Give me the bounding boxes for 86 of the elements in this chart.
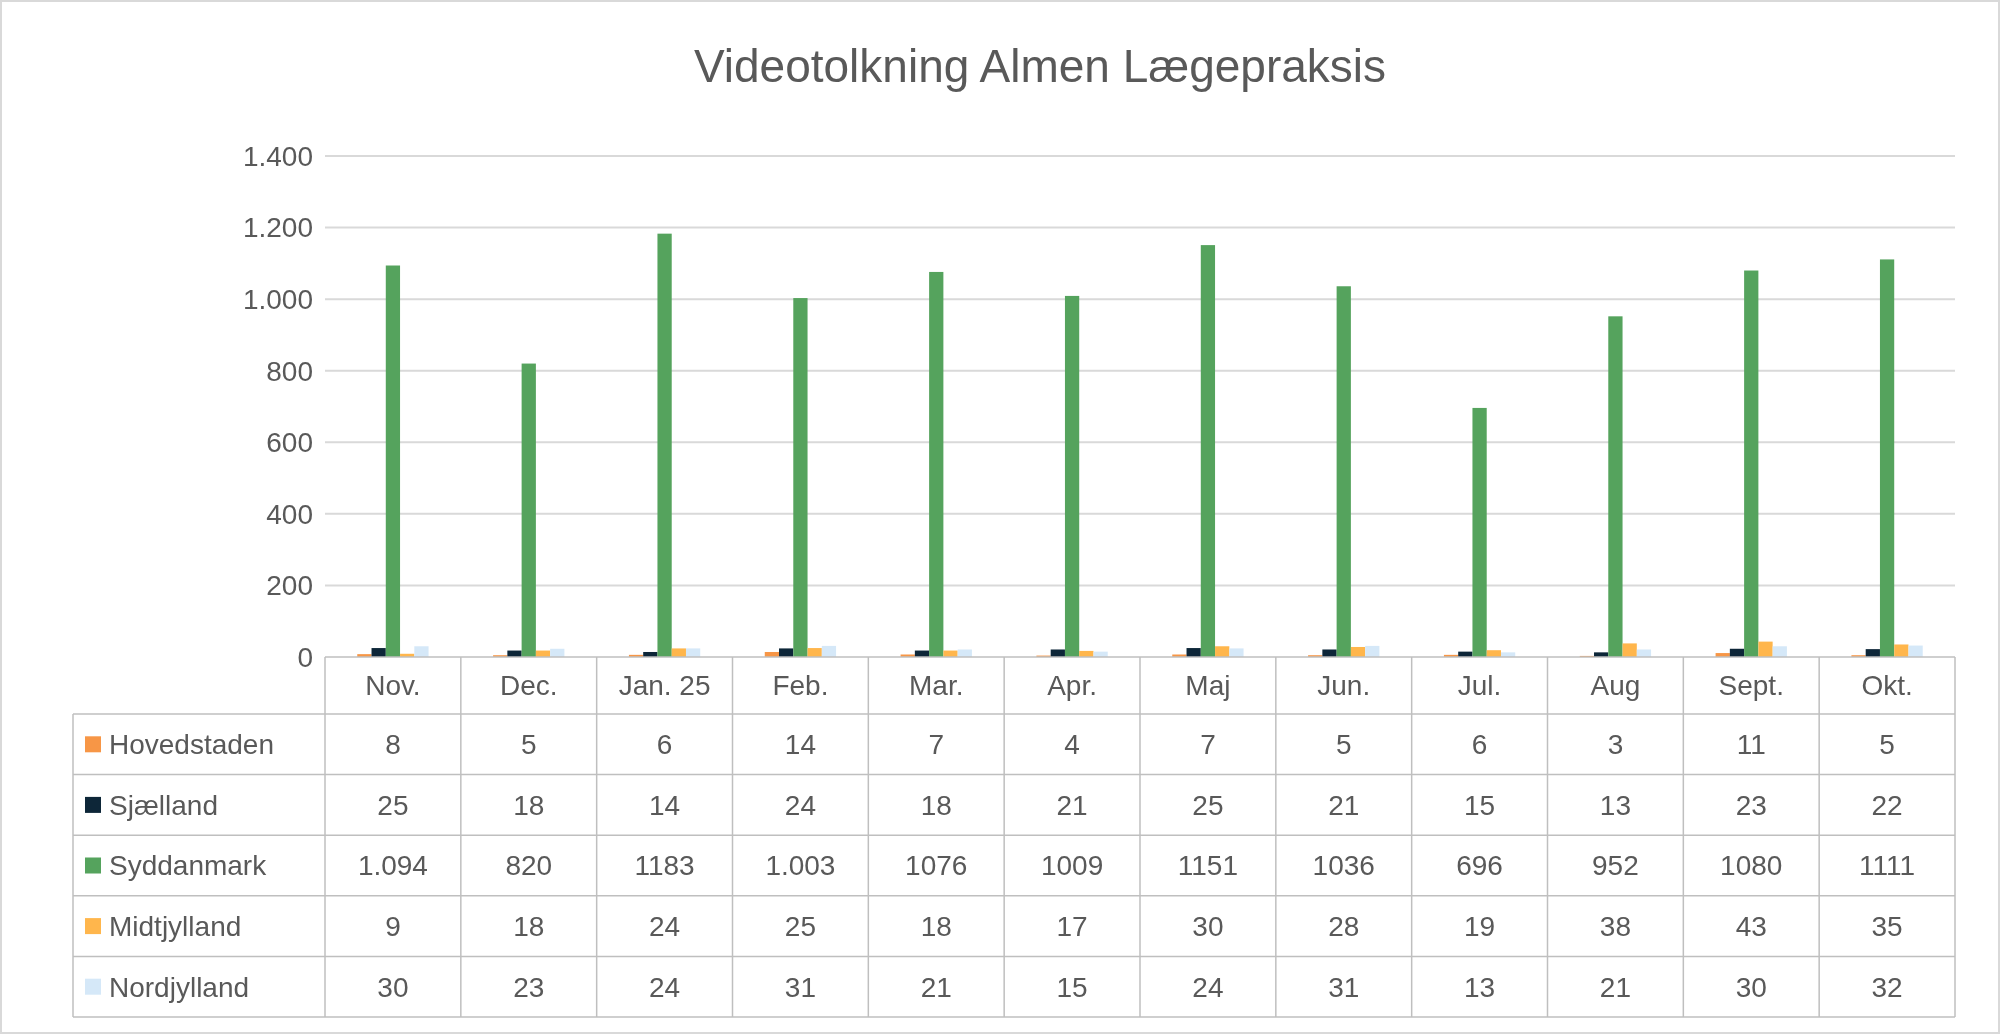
data-label: 1111 [1859, 850, 1916, 882]
y-tick-label: 200 [266, 570, 313, 602]
data-label: 15 [1464, 789, 1496, 821]
data-label: 21 [1328, 789, 1360, 821]
data-label: 18 [920, 789, 952, 821]
data-label: 1036 [1312, 850, 1375, 882]
y-tick-label: 600 [266, 427, 313, 459]
data-label: 43 [1735, 910, 1767, 942]
data-label: 11 [1736, 729, 1766, 761]
data-label: 21 [1056, 789, 1088, 821]
x-tick-label: Jun. [1317, 670, 1371, 702]
data-label: 9 [385, 910, 401, 942]
data-label: 18 [513, 789, 545, 821]
x-tick-label: Sept. [1718, 670, 1784, 702]
data-label: 820 [505, 850, 553, 882]
data-label: 21 [1599, 971, 1631, 1003]
y-tick-label: 1.200 [242, 212, 313, 244]
data-label: 31 [784, 971, 816, 1003]
y-tick-label: 0 [297, 641, 313, 673]
data-label: 35 [1871, 910, 1903, 942]
data-label: 1151 [1177, 850, 1239, 882]
data-label: 952 [1592, 850, 1639, 882]
data-label: 24 [649, 971, 681, 1003]
y-tick-label: 1.400 [242, 140, 313, 172]
data-label: 3 [1607, 729, 1624, 761]
data-label: 24 [784, 789, 816, 821]
y-tick-label: 800 [266, 355, 313, 387]
data-label: 25 [784, 910, 816, 942]
x-tick-label: Mar. [909, 670, 964, 702]
data-label: 7 [928, 729, 945, 761]
data-label: 6 [656, 729, 673, 761]
x-tick-label: Okt. [1861, 670, 1913, 702]
data-label: 5 [1335, 729, 1352, 761]
data-label: 21 [920, 971, 952, 1003]
data-label: 38 [1599, 910, 1631, 942]
x-tick-label: Maj [1185, 670, 1231, 702]
data-label: 4 [1064, 729, 1080, 761]
data-label: 30 [1192, 910, 1224, 942]
legend-label: Sjælland [109, 789, 218, 821]
legend-label: Midtjylland [109, 910, 242, 942]
x-tick-label: Nov. [365, 670, 421, 702]
x-tick-label: Feb. [772, 670, 829, 702]
data-label: 18 [513, 910, 545, 942]
data-label: 15 [1056, 971, 1088, 1003]
y-tick-label: 1.000 [242, 283, 313, 315]
legend-label: Nordjylland [109, 971, 250, 1003]
data-label: 28 [1328, 910, 1360, 942]
data-label: 23 [1735, 789, 1767, 821]
data-label: 24 [1192, 971, 1224, 1003]
data-label: 31 [1328, 971, 1360, 1003]
data-label: 32 [1871, 971, 1903, 1003]
data-label: 18 [920, 910, 952, 942]
data-label: 19 [1464, 910, 1496, 942]
data-label: 25 [1192, 789, 1224, 821]
data-label: 24 [649, 910, 681, 942]
data-label: 696 [1456, 850, 1503, 882]
x-tick-label: Aug [1590, 670, 1641, 702]
legend-label: Syddanmark [109, 850, 268, 882]
data-label: 13 [1464, 971, 1496, 1003]
data-label: 1.094 [357, 850, 428, 882]
data-label: 1009 [1040, 850, 1104, 882]
data-label: 1080 [1720, 850, 1783, 882]
data-label: 30 [1735, 971, 1767, 1003]
data-label: 1076 [905, 850, 968, 882]
data-label: 30 [377, 971, 409, 1003]
data-label: 22 [1871, 789, 1903, 821]
y-tick-label: 400 [266, 498, 313, 530]
data-label: 25 [377, 789, 409, 821]
data-label: 6 [1471, 729, 1488, 761]
legend-label: Hovedstaden [109, 729, 275, 761]
data-label: 8 [385, 729, 401, 761]
data-label: 5 [520, 729, 537, 761]
chart-title: Videotolkning Almen Lægepraksis [693, 40, 1387, 92]
data-label: 13 [1599, 789, 1631, 821]
data-label: 1.003 [765, 850, 836, 882]
data-label: 5 [1879, 729, 1895, 761]
x-tick-label: Dec. [499, 670, 558, 702]
data-label: 7 [1200, 729, 1216, 761]
data-label: 17 [1056, 910, 1088, 942]
x-tick-label: Apr. [1047, 670, 1097, 702]
x-tick-label: Jan. 25 [618, 670, 711, 702]
data-label: 14 [784, 729, 816, 761]
data-label: 14 [649, 789, 681, 821]
data-label: 23 [513, 971, 545, 1003]
data-label: 1183 [634, 850, 695, 882]
x-tick-label: Jul. [1457, 670, 1502, 702]
